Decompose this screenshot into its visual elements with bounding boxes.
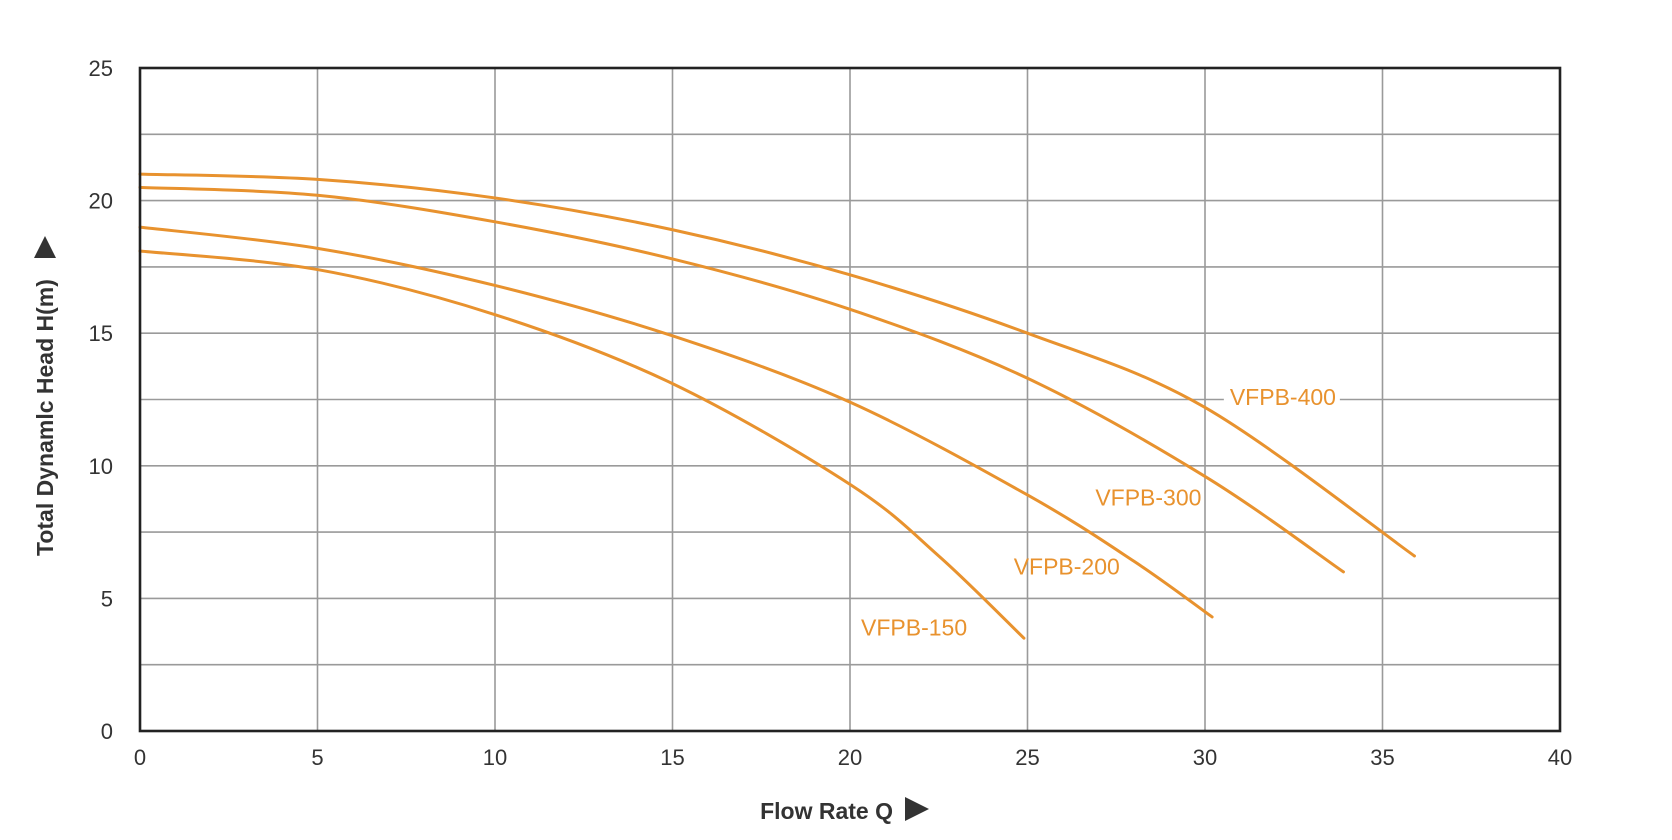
y-tick-label: 0 — [101, 719, 113, 744]
series-labels: VFPB-150 VFPB-200 VFPB-300 VFPB-400 — [861, 382, 1340, 641]
series-line-vfpb-300 — [138, 185, 1345, 574]
y-tick-label: 25 — [89, 56, 113, 81]
series-label-vfpb-300: VFPB-300 — [1095, 485, 1201, 511]
tick-labels: 0 5 10 15 20 25 30 35 40 0 5 10 15 20 25 — [89, 56, 1573, 770]
x-tick-label: 0 — [134, 745, 146, 770]
series-label-backdrop — [1223, 382, 1340, 413]
y-tick-label: 5 — [101, 586, 113, 611]
y-tick-label: 15 — [89, 321, 113, 346]
x-tick-label: 20 — [838, 745, 862, 770]
grid — [139, 67, 1561, 732]
x-tick-label: 35 — [1370, 745, 1394, 770]
y-tick-label: 10 — [89, 454, 113, 479]
x-tick-label: 5 — [311, 745, 323, 770]
x-tick-label: 15 — [660, 745, 684, 770]
series-label-vfpb-400: VFPB-400 — [1230, 384, 1336, 410]
series-line-vfpb-150 — [138, 249, 1026, 640]
x-tick-label: 30 — [1193, 745, 1217, 770]
series-line-vfpb-400 — [138, 172, 1416, 558]
x-tick-label: 10 — [483, 745, 507, 770]
y-tick-label: 20 — [89, 189, 113, 214]
x-axis-arrow-icon — [905, 797, 929, 821]
series-label-vfpb-150: VFPB-150 — [861, 615, 967, 641]
series-lines — [138, 172, 1416, 640]
plot-frame — [138, 66, 1562, 733]
y-axis-title: Total Dynamlc Head H(m) — [32, 279, 58, 556]
x-axis-title: Flow Rate Q — [760, 798, 893, 824]
x-tick-label: 25 — [1015, 745, 1039, 770]
series-line-vfpb-200 — [138, 225, 1214, 619]
y-axis-arrow-icon — [34, 236, 56, 258]
x-tick-label: 40 — [1548, 745, 1572, 770]
series-label-vfpb-200: VFPB-200 — [1014, 554, 1120, 580]
